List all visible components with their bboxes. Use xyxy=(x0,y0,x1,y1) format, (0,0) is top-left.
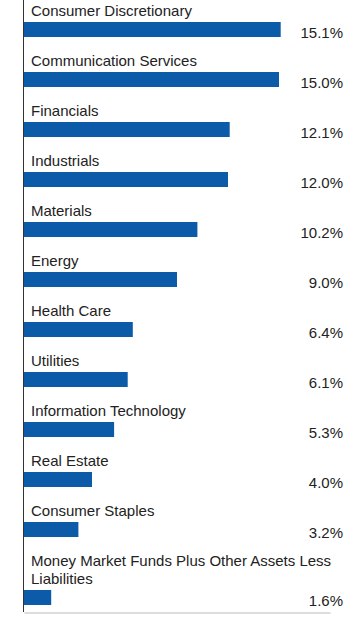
category-label-line: Financials xyxy=(31,102,99,119)
bar xyxy=(24,172,228,187)
data-label: 15.0% xyxy=(300,74,343,91)
data-label: 6.4% xyxy=(309,324,343,341)
bar xyxy=(24,122,230,137)
category-label: Energy xyxy=(31,252,79,269)
bar xyxy=(24,590,51,605)
value-axis xyxy=(25,613,331,614)
category-label-line: Money Market Funds Plus Other Assets Les… xyxy=(31,552,331,569)
bar xyxy=(24,22,281,37)
category-label-line: Consumer Staples xyxy=(31,502,154,519)
data-label: 5.3% xyxy=(309,424,343,441)
data-label: 6.1% xyxy=(309,374,343,391)
category-label-line: Industrials xyxy=(31,152,99,169)
bar xyxy=(24,222,197,237)
category-label-line: Consumer Discretionary xyxy=(31,2,192,19)
category-labels: Consumer Discretionary Communication Serv… xyxy=(31,2,331,587)
category-label: Consumer Discretionary xyxy=(31,2,192,19)
category-label-line: Utilities xyxy=(31,352,79,369)
category-label: Real Estate xyxy=(31,452,109,469)
bar xyxy=(24,272,177,287)
bar xyxy=(24,322,133,337)
data-labels: 15.1% 15.0% 12.1% 12.0% 10.2% 9.0% 6.4% 6.1% 5.3… xyxy=(300,24,343,609)
bars xyxy=(24,22,281,605)
category-label: Health Care xyxy=(31,302,111,319)
value-axis-line xyxy=(25,613,331,614)
category-label: Materials xyxy=(31,202,92,219)
bar xyxy=(24,422,114,437)
bar xyxy=(24,522,78,537)
category-label-line: Real Estate xyxy=(31,452,109,469)
bar xyxy=(24,372,128,387)
data-label: 9.0% xyxy=(309,274,343,291)
category-label-line: Liabilities xyxy=(31,570,93,587)
data-label: 4.0% xyxy=(309,474,343,491)
data-label: 12.1% xyxy=(300,124,343,141)
data-label: 3.2% xyxy=(309,524,343,541)
category-label-line: Health Care xyxy=(31,302,111,319)
category-label-line: Energy xyxy=(31,252,79,269)
data-label: 1.6% xyxy=(309,592,343,609)
bar xyxy=(24,72,279,87)
category-label: Money Market Funds Plus Other Assets Les… xyxy=(31,552,331,587)
category-axis-line xyxy=(23,0,24,612)
chart: Consumer Discretionary Communication Serv… xyxy=(0,0,360,617)
category-label-line: Communication Services xyxy=(31,52,197,69)
data-label: 12.0% xyxy=(300,174,343,191)
category-label: Information Technology xyxy=(31,402,186,419)
category-label: Industrials xyxy=(31,152,99,169)
category-label: Financials xyxy=(31,102,99,119)
data-label: 15.1% xyxy=(300,24,343,41)
category-label: Consumer Staples xyxy=(31,502,154,519)
category-label-line: Materials xyxy=(31,202,92,219)
data-label: 10.2% xyxy=(300,224,343,241)
bar xyxy=(24,472,92,487)
category-label: Communication Services xyxy=(31,52,197,69)
category-label-line: Information Technology xyxy=(31,402,186,419)
category-label: Utilities xyxy=(31,352,79,369)
